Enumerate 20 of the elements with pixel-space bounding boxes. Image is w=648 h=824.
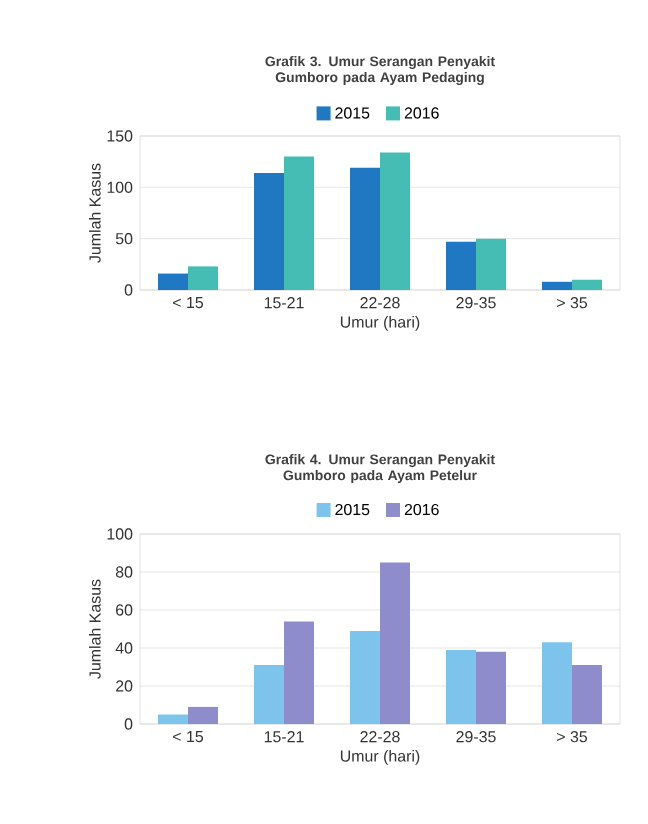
- bar: [380, 562, 410, 724]
- bar: [254, 665, 284, 724]
- bar: [446, 649, 476, 724]
- bar: [476, 651, 506, 724]
- bar: [158, 714, 188, 724]
- bar: [572, 279, 602, 290]
- bar: [476, 238, 506, 290]
- bar: [350, 167, 380, 290]
- bar: [188, 266, 218, 290]
- bar: [542, 281, 572, 290]
- bar: [284, 621, 314, 724]
- bar: [350, 630, 380, 724]
- bar: [446, 241, 476, 290]
- bar: [284, 156, 314, 290]
- bar: [542, 642, 572, 724]
- bar: [572, 665, 602, 724]
- bar: [188, 706, 218, 724]
- bar: [158, 273, 188, 290]
- bar: [254, 172, 284, 290]
- bar: [380, 152, 410, 290]
